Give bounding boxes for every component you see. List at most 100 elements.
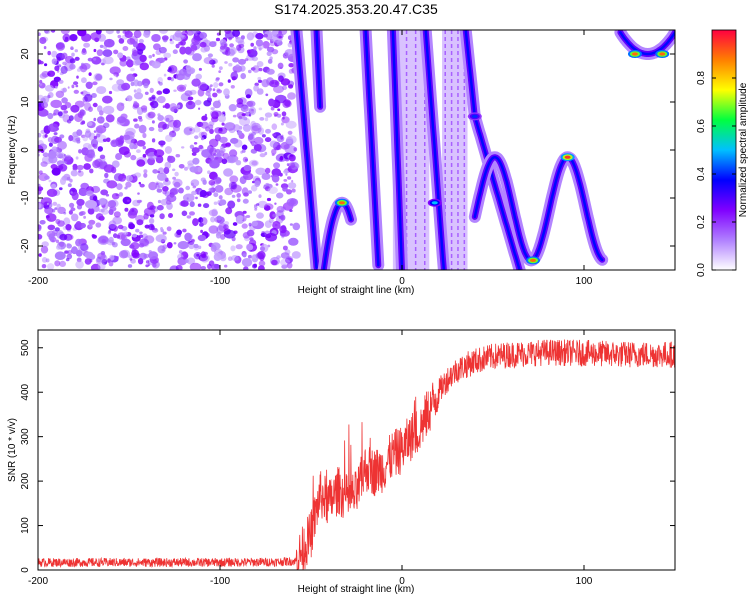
noise-blob <box>243 266 249 270</box>
noise-blob <box>108 236 114 244</box>
colorbar: 0.0 0.2 0.4 0.6 0.8 Normalized spectral ampl… <box>696 29 749 277</box>
noise-blob <box>139 183 145 188</box>
noise-blob <box>92 81 98 86</box>
noise-blob <box>224 43 227 47</box>
noise-blob <box>273 85 284 94</box>
noise-blob <box>186 197 189 200</box>
noise-blob <box>197 245 202 250</box>
noise-blob <box>38 108 49 117</box>
noise-blob <box>51 167 61 176</box>
noise-blob <box>95 222 102 228</box>
noise-blob <box>230 85 235 89</box>
noise-blob <box>232 57 240 63</box>
noise-blob <box>80 91 84 95</box>
noise-blob <box>144 91 149 96</box>
noise-blob <box>149 102 154 106</box>
noise-blob <box>186 257 196 265</box>
noise-blob <box>170 187 179 195</box>
noise-blob <box>234 256 239 261</box>
noise-blob <box>133 118 138 122</box>
noise-blob <box>172 49 178 54</box>
heatmap-y-ticks: -20 -10 0 10 20 <box>20 48 675 253</box>
track-core <box>295 30 318 269</box>
noise-blob <box>149 214 155 218</box>
noise-blob <box>106 137 111 143</box>
noise-blob <box>259 246 266 252</box>
noise-blob <box>163 52 172 59</box>
noise-blob <box>198 67 202 71</box>
noise-blob <box>156 90 163 95</box>
noise-blob <box>213 192 219 198</box>
snr-y-ticks: 0 100 200 300 400 500 <box>20 339 675 573</box>
noise-blob <box>113 49 119 55</box>
noise-blob <box>70 170 78 177</box>
noise-blob <box>229 175 239 184</box>
figure-title: S174.2025.353.20.47.C35 <box>274 1 438 17</box>
noise-blob <box>126 95 133 102</box>
noise-blob <box>279 172 283 177</box>
noise-blob <box>277 108 281 111</box>
noise-blob <box>78 188 88 197</box>
noise-blob <box>248 69 252 74</box>
noise-blob <box>124 135 135 144</box>
x-tick-label: -100 <box>210 576 230 587</box>
noise-blob <box>96 86 107 95</box>
noise-blob <box>264 117 269 122</box>
noise-blob <box>208 159 213 164</box>
noise-blob <box>200 217 208 226</box>
noise-blob <box>289 154 294 157</box>
noise-blob <box>229 149 238 158</box>
noise-blob <box>227 200 236 209</box>
noise-blob <box>98 209 103 213</box>
noise-blob <box>138 38 144 44</box>
noise-blob <box>258 260 266 267</box>
noise-blob <box>179 46 187 55</box>
noise-blob <box>73 89 80 94</box>
noise-blob <box>253 258 257 262</box>
noise-blob <box>244 111 251 117</box>
noise-blob <box>184 166 188 171</box>
noise-blob <box>197 82 208 91</box>
noise-blob <box>67 183 72 188</box>
noise-blob <box>271 49 279 55</box>
noise-blob <box>65 258 70 262</box>
noise-blob <box>178 250 183 254</box>
noise-blob <box>285 255 294 263</box>
noise-blob <box>265 128 271 134</box>
noise-blob <box>237 130 243 136</box>
noise-blob <box>71 84 75 89</box>
noise-blob <box>207 53 213 58</box>
noise-blob <box>224 187 234 196</box>
noise-blob <box>239 215 244 221</box>
noise-blob <box>273 162 281 169</box>
noise-blob <box>56 69 60 73</box>
noise-blob <box>216 215 222 221</box>
noise-blob <box>242 115 247 120</box>
noise-blob <box>138 118 143 122</box>
noise-blob <box>41 95 50 104</box>
noise-blob <box>272 213 278 218</box>
noise-blob <box>66 243 72 249</box>
noise-blob <box>163 73 167 77</box>
noise-blob <box>78 211 84 216</box>
noise-blob <box>279 225 287 234</box>
noise-blob <box>133 100 138 105</box>
noise-blob <box>117 116 127 124</box>
noise-blob <box>74 113 83 123</box>
noise-blob <box>111 160 120 168</box>
noise-blob <box>163 166 170 175</box>
noise-blob <box>194 135 199 140</box>
noise-blob <box>102 105 115 115</box>
noise-blob <box>232 30 241 37</box>
noise-blob <box>197 234 207 242</box>
noise-blob <box>244 158 248 162</box>
noise-blob <box>285 139 292 145</box>
noise-blob <box>291 251 301 259</box>
noise-blob <box>46 213 57 222</box>
noise-blob <box>211 242 221 250</box>
noise-blob <box>68 210 73 215</box>
noise-blob <box>241 223 248 229</box>
noise-blob <box>60 177 66 185</box>
noise-blob <box>276 192 284 199</box>
noise-blob <box>213 176 222 185</box>
